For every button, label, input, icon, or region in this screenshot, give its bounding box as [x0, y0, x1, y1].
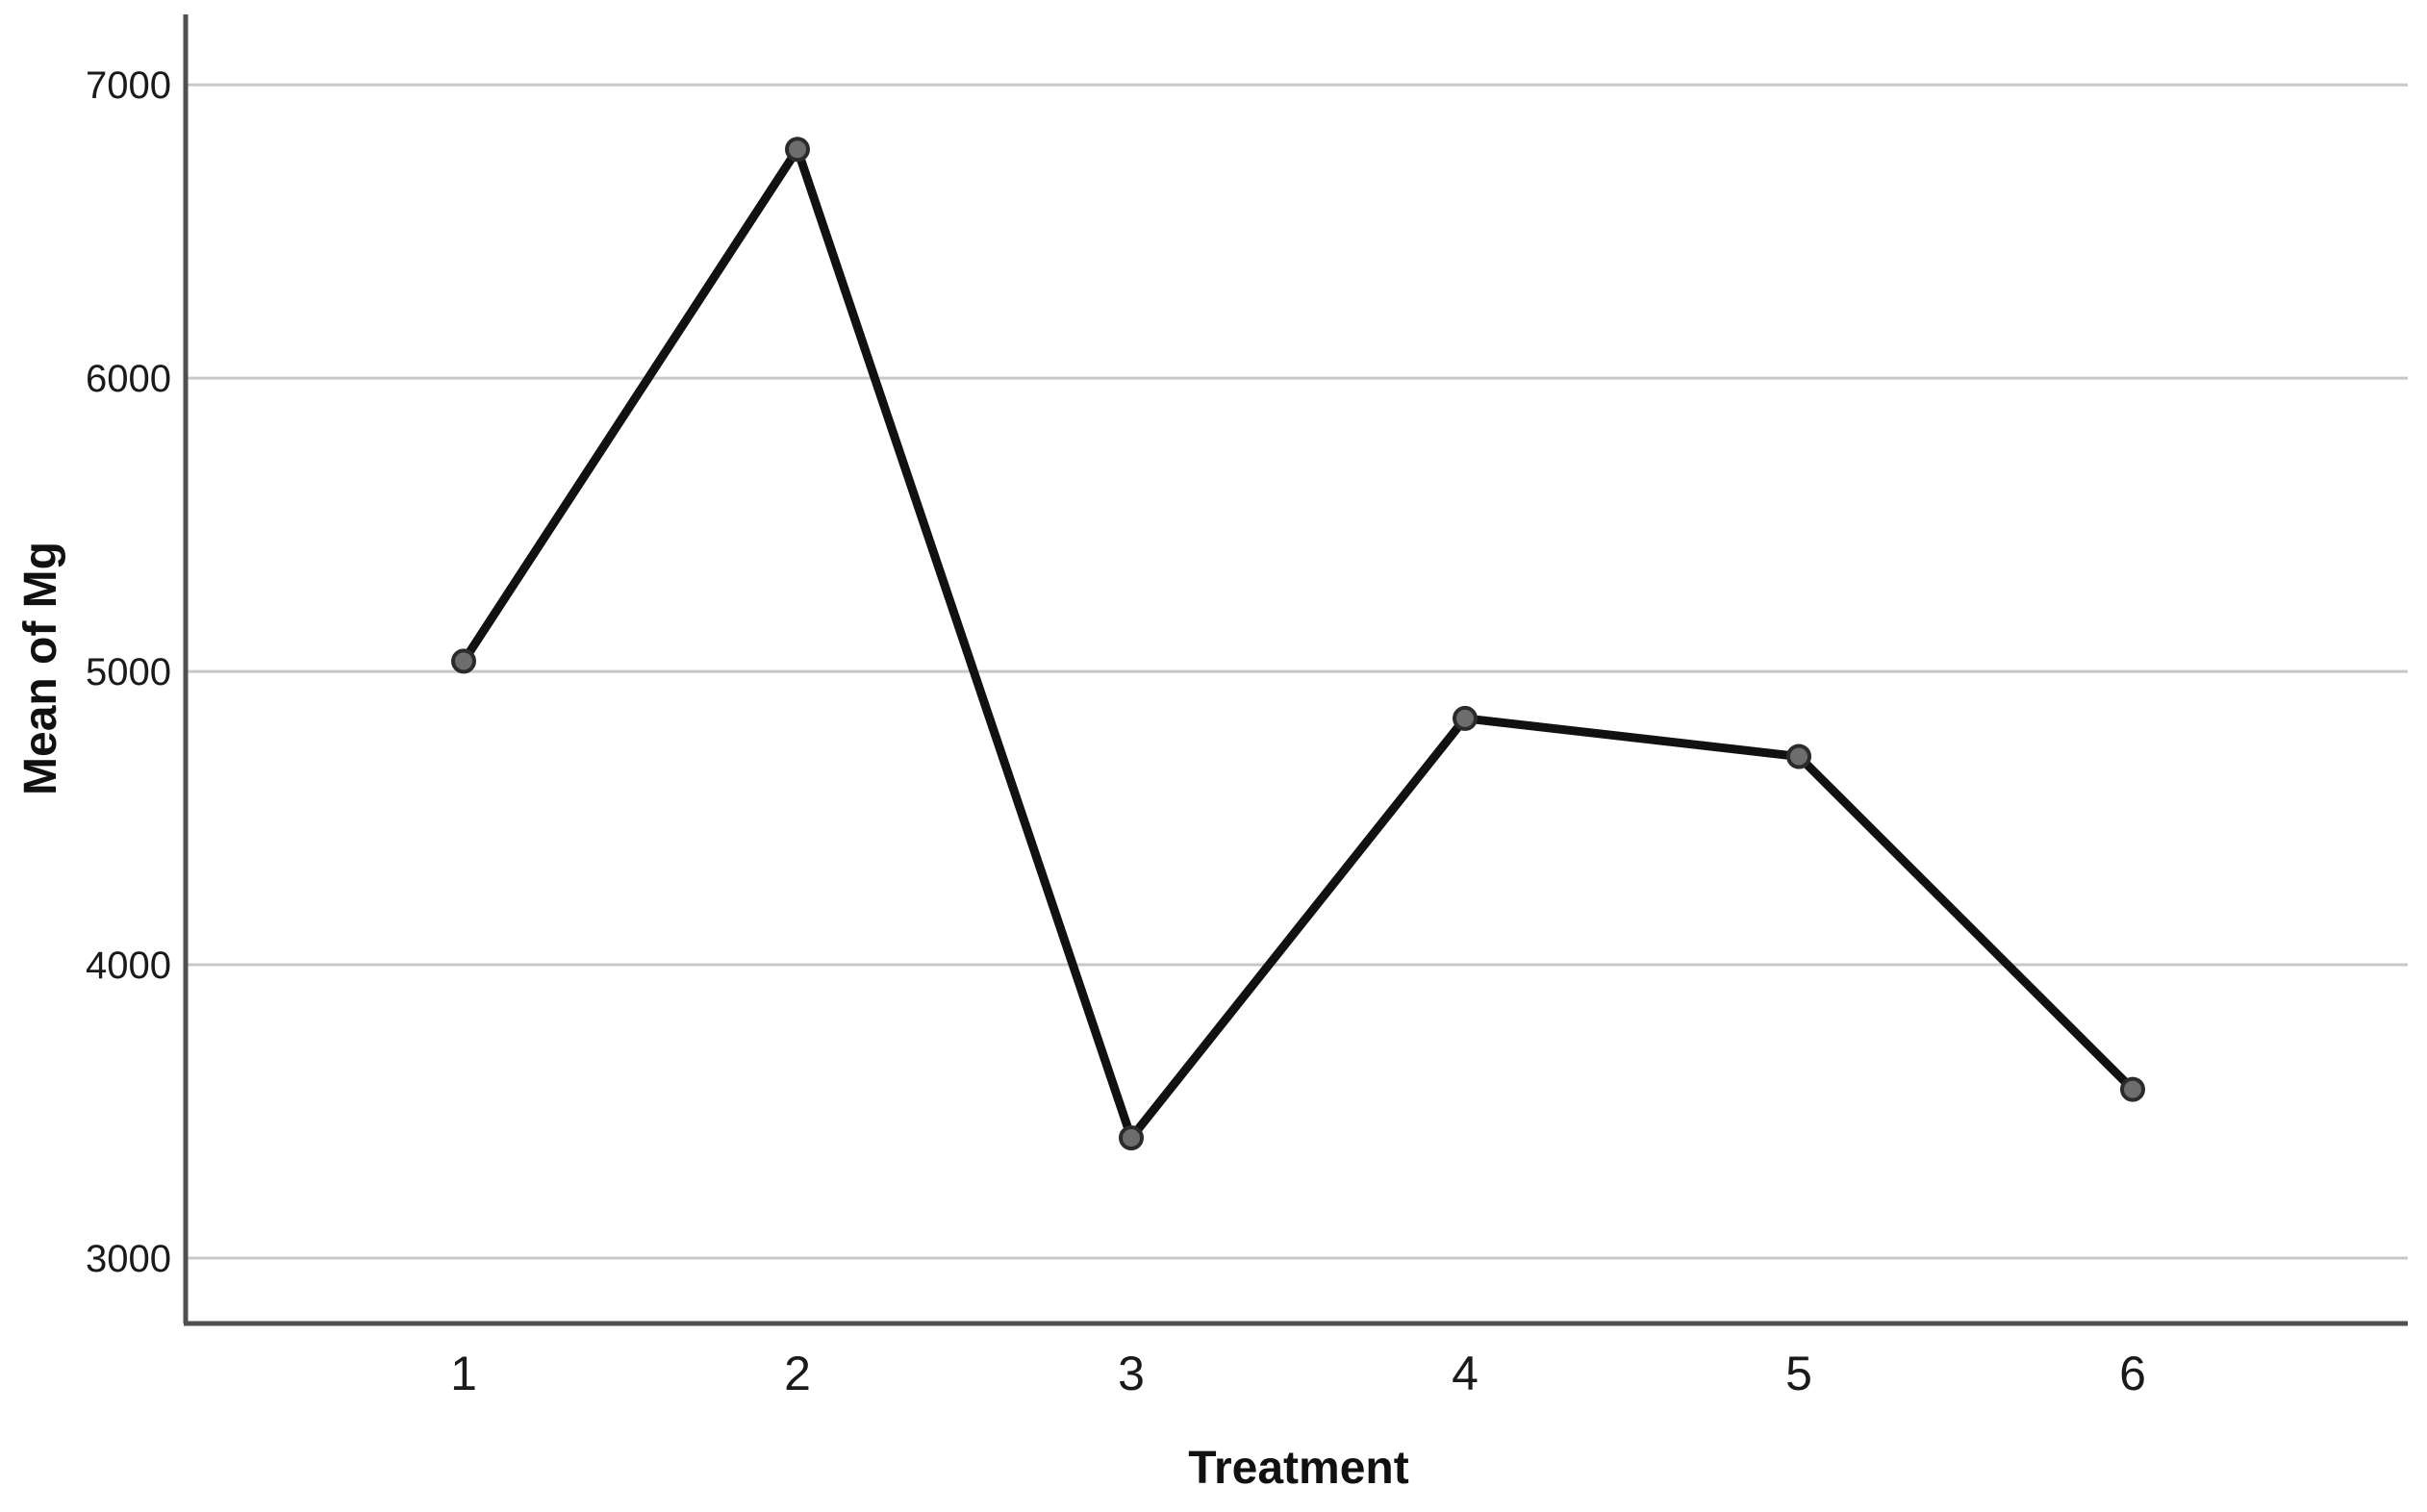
- x-tick-label-4: 4: [1452, 1347, 1479, 1400]
- data-point-2: [785, 137, 810, 163]
- axes-group: [183, 14, 2408, 1326]
- data-point-6: [2120, 1076, 2145, 1102]
- y-axis-title: Mean of Mg: [15, 542, 66, 795]
- y-tick-label-3000: 3000: [86, 1238, 171, 1280]
- x-tick-label-1: 1: [450, 1347, 477, 1400]
- x-tick-label-5: 5: [1785, 1347, 1812, 1400]
- data-point-1: [451, 648, 476, 674]
- y-tick-label-4000: 4000: [86, 945, 171, 987]
- data-series-group: [451, 137, 2145, 1150]
- data-point-3: [1119, 1125, 1144, 1150]
- data-point-4: [1453, 705, 1478, 731]
- data-point-5: [1786, 743, 1811, 769]
- y-tick-label-7000: 7000: [86, 64, 171, 107]
- x-axis-title: Treatment: [1188, 1443, 1408, 1494]
- x-tick-label-6: 6: [2119, 1347, 2146, 1400]
- x-tick-label-2: 2: [784, 1347, 811, 1400]
- y-tick-label-6000: 6000: [86, 358, 171, 400]
- tick-labels-group: 3000 4000 5000 6000 7000 1 2 3 4 5 6: [86, 64, 2146, 1400]
- x-tick-label-3: 3: [1118, 1347, 1145, 1400]
- y-tick-label-5000: 5000: [86, 651, 171, 693]
- gridlines-group: [186, 83, 2408, 1260]
- series-polyline: [460, 139, 2136, 1147]
